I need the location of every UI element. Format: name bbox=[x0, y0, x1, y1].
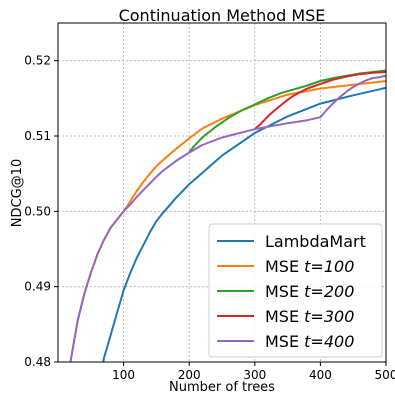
legend-label-threshold: t=400 bbox=[304, 332, 354, 351]
legend-box bbox=[208, 223, 383, 358]
legend-label-threshold: t=100 bbox=[304, 257, 354, 276]
legend-label-3: MSE t=300 bbox=[265, 307, 354, 326]
legend-label-text: MSE bbox=[265, 332, 304, 351]
series-line-4 bbox=[69, 74, 386, 362]
x-axis-label: Number of trees bbox=[169, 380, 275, 395]
legend-label-text: MSE bbox=[265, 257, 304, 276]
legend-label-4: MSE t=400 bbox=[265, 332, 354, 351]
legend-label-threshold: t=200 bbox=[304, 282, 354, 301]
y-tick-label: 0.51 bbox=[24, 129, 51, 143]
y-tick-label: 0.50 bbox=[24, 204, 51, 218]
legend-label-text: MSE bbox=[265, 282, 304, 301]
series-line-0 bbox=[102, 86, 386, 362]
y-tick-label: 0.49 bbox=[24, 280, 51, 294]
legend-label-1: MSE t=100 bbox=[265, 257, 354, 276]
x-tick-label: 100 bbox=[112, 368, 135, 382]
chart-title: Continuation Method MSE bbox=[119, 6, 326, 25]
x-tick-label: 200 bbox=[178, 368, 201, 382]
plot-frame bbox=[57, 22, 387, 363]
y-tick-label: 0.52 bbox=[24, 54, 51, 68]
y-tick-label: 0.48 bbox=[24, 355, 51, 369]
legend-label-threshold: t=300 bbox=[304, 307, 354, 326]
x-tick-label: 500 bbox=[375, 368, 395, 382]
legend-label-text: MSE bbox=[265, 307, 304, 326]
series-line-3 bbox=[254, 71, 386, 130]
axis-ticks: 100 200 300 400 500 0.48 0.49 0.50 0.51 0.52 bbox=[24, 54, 395, 382]
legend-label-text: LambdaMart bbox=[265, 232, 366, 251]
series-lines bbox=[69, 69, 386, 362]
legend-label-0: LambdaMart bbox=[265, 232, 366, 251]
legend-label-2: MSE t=200 bbox=[265, 282, 354, 301]
x-tick-label: 400 bbox=[309, 368, 332, 382]
x-tick-label: 300 bbox=[243, 368, 266, 382]
y-axis-label: NDCG@10 bbox=[10, 159, 25, 227]
